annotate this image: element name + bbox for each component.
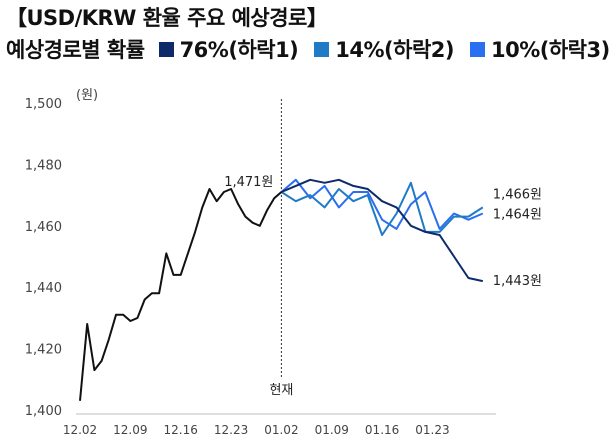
series-end-label-2: 1,466원 (493, 187, 542, 202)
x-tick-label: 12.02 (63, 423, 97, 437)
x-tick-label: 01.23 (415, 423, 449, 437)
y-tick-label: 1,420 (25, 343, 62, 358)
x-tick-label: 01.09 (315, 423, 349, 437)
y-unit-label: (원) (76, 88, 98, 103)
axes (76, 99, 496, 415)
y-tick-label: 1,440 (25, 281, 62, 296)
ticks: 1,400 1,420 1,440 1,460 1,480 1,500 12.02 12.09… (25, 97, 450, 437)
history-line (79, 188, 283, 401)
x-tick-label: 12.23 (214, 423, 248, 437)
x-tick-label: 12.09 (113, 423, 147, 437)
legend-swatch-1 (158, 41, 174, 57)
legend-item-2: 14%(하락2) (314, 34, 454, 64)
legend: 예상경로별 확률 76%(하락1) 14%(하락2) 10%(하락3) (6, 34, 612, 64)
legend-text-1: 76%(하락1) (179, 38, 299, 62)
legend-text-2: 14%(하락2) (335, 38, 454, 62)
y-tick-label: 1,460 (25, 220, 62, 235)
present-value-label: 1,471원 (224, 175, 273, 190)
series-lines (79, 178, 484, 401)
legend-swatch-2 (314, 41, 330, 57)
legend-label: 예상경로별 확률 (6, 38, 145, 62)
legend-item-1: 76%(하락1) (158, 34, 299, 64)
legend-swatch-3 (470, 41, 485, 57)
y-tick-label: 1,480 (25, 158, 62, 173)
series-end-label-1: 1,443원 (493, 274, 542, 289)
annotations: 현재 1,471원 1,443원 1,466원 1,464원 (224, 175, 542, 398)
chart-title: 【USD/KRW 환율 주요 예상경로】 (6, 6, 328, 30)
x-tick-label: 01.16 (365, 423, 399, 437)
series-line-3 (280, 178, 484, 230)
series-line-2 (280, 181, 484, 236)
y-tick-label: 1,400 (25, 404, 62, 419)
x-tick-label: 01.02 (264, 423, 298, 437)
legend-item-3: 10%(하락3) (470, 34, 610, 64)
series-end-label-3: 1,464원 (493, 208, 542, 223)
series-line-1 (281, 178, 484, 283)
present-label: 현재 (269, 383, 293, 398)
x-tick-label: 12.16 (164, 423, 198, 437)
legend-text-3: 10%(하락3) (491, 38, 610, 62)
y-tick-label: 1,500 (25, 97, 62, 112)
